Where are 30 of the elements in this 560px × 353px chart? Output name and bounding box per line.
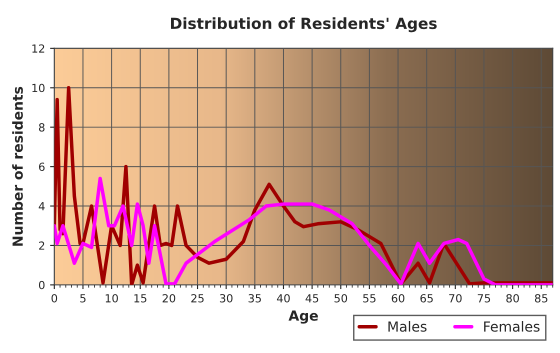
chart-title: Distribution of Residents' Ages xyxy=(171,17,437,32)
y-tick-label: 10 xyxy=(32,84,45,92)
x-tick-label: 15 xyxy=(134,294,146,302)
y-tick-label: 4 xyxy=(38,202,45,210)
x-tick-label: 25 xyxy=(191,294,204,302)
x-tick-label: 50 xyxy=(334,294,348,302)
y-tick-label: 6 xyxy=(39,162,45,171)
x-tick-label: 45 xyxy=(306,294,318,302)
y-tick-label: 12 xyxy=(32,44,44,53)
y-tick-label: 0 xyxy=(38,280,45,290)
x-axis-title: Age xyxy=(288,310,318,324)
y-axis-title: Number of residents xyxy=(12,86,23,246)
x-tick-label: 80 xyxy=(506,294,519,302)
x-tick-label: 35 xyxy=(248,294,261,302)
legend-label: Males xyxy=(388,321,427,332)
x-tick-label: 75 xyxy=(478,294,490,302)
x-tick-label: 60 xyxy=(392,294,404,302)
y-tick-label: 2 xyxy=(39,241,44,250)
x-tick-label: 30 xyxy=(220,294,233,302)
x-tick-label: 55 xyxy=(363,294,376,302)
x-tick-label: 0 xyxy=(52,294,58,302)
x-tick-label: 70 xyxy=(449,294,462,302)
x-tick-label: 85 xyxy=(534,294,548,302)
legend-label: Females xyxy=(484,321,540,332)
x-tick-label: 40 xyxy=(276,294,290,302)
x-tick-label: 20 xyxy=(162,294,176,302)
x-tick-label: 5 xyxy=(80,294,86,302)
y-tick-label: 8 xyxy=(38,123,45,132)
x-tick-label: 65 xyxy=(420,294,433,302)
x-tick-label: 10 xyxy=(106,294,118,302)
